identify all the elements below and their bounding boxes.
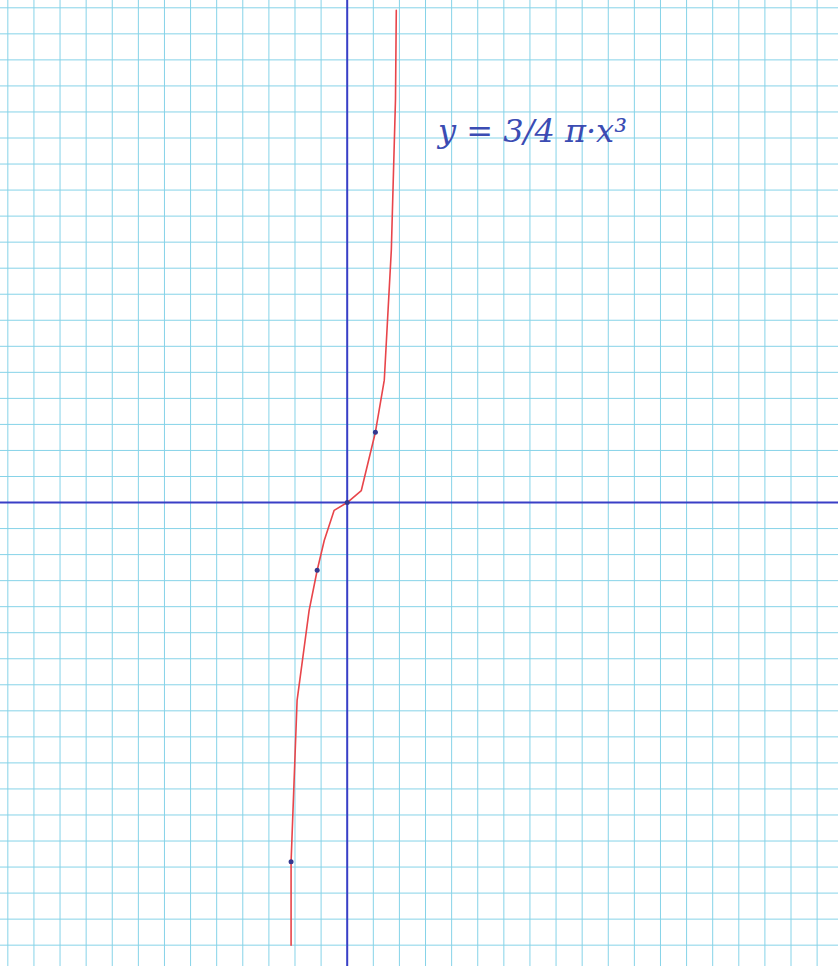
grid-line-y [0,736,838,737]
grid-line-x [112,0,113,966]
grid-line-x [425,0,426,966]
grid-line-y [0,554,838,555]
title: y = 3/4 π·x³ [436,112,627,150]
grid [0,0,838,966]
point [345,500,350,505]
chart: y = 3/4 π·x³ [0,0,838,966]
grid-line-x [791,0,792,966]
grid-line-x [634,0,635,966]
grid-line-x [712,0,713,966]
grid-line-x [373,0,374,966]
grid-line-y [0,398,838,399]
grid-line-y [0,684,838,685]
grid-line-y [0,111,838,112]
grid-line-x [7,0,8,966]
point [373,430,378,435]
grid-line-y [0,945,838,946]
grid-line-x [164,0,165,966]
grid-line-x [686,0,687,966]
grid-line-y [0,528,838,529]
curve [291,10,396,945]
grid-line-x [60,0,61,966]
grid-line-x [660,0,661,966]
grid-line-y [0,424,838,425]
grid-line-x [399,0,400,966]
grid-line-y [0,762,838,763]
grid-line-x [738,0,739,966]
grid-line-x [190,0,191,966]
grid-line-y [0,85,838,86]
axes [0,0,838,966]
grid-line-y [0,919,838,920]
grid-line-y [0,658,838,659]
grid-line-y [0,242,838,243]
grid-line-x [138,0,139,966]
grid-line-y [0,320,838,321]
grid-line-y [0,867,838,868]
grid-line-x [294,0,295,966]
grid-line-y [0,814,838,815]
grid-line-y [0,268,838,269]
point [315,568,320,573]
grid-line-y [0,372,838,373]
grid-line-y [0,788,838,789]
grid-line-x [86,0,87,966]
grid-line-x [764,0,765,966]
grid-line-y [0,502,838,503]
grid-line-y [0,138,838,139]
grid-line-y [0,7,838,8]
grid-line-y [0,841,838,842]
grid-line-y [0,59,838,60]
grid-line-x [321,0,322,966]
grid-line-x [817,0,818,966]
grid-line-x [347,0,348,966]
grid-line-y [0,606,838,607]
grid-line-y [0,632,838,633]
grid-line-x [268,0,269,966]
grid-line-x [242,0,243,966]
grid-line-y [0,710,838,711]
plot-area [289,10,397,945]
grid-line-y [0,346,838,347]
grid-line-y [0,294,838,295]
grid-line-y [0,190,838,191]
grid-line-y [0,893,838,894]
grid-line-y [0,33,838,34]
grid-line-y [0,450,838,451]
grid-line-y [0,580,838,581]
y-axis [346,0,348,966]
grid-line-x [33,0,34,966]
grid-line-y [0,164,838,165]
grid-line-y [0,216,838,217]
point [289,859,294,864]
x-axis [0,502,838,504]
grid-line-x [216,0,217,966]
grid-line-y [0,476,838,477]
